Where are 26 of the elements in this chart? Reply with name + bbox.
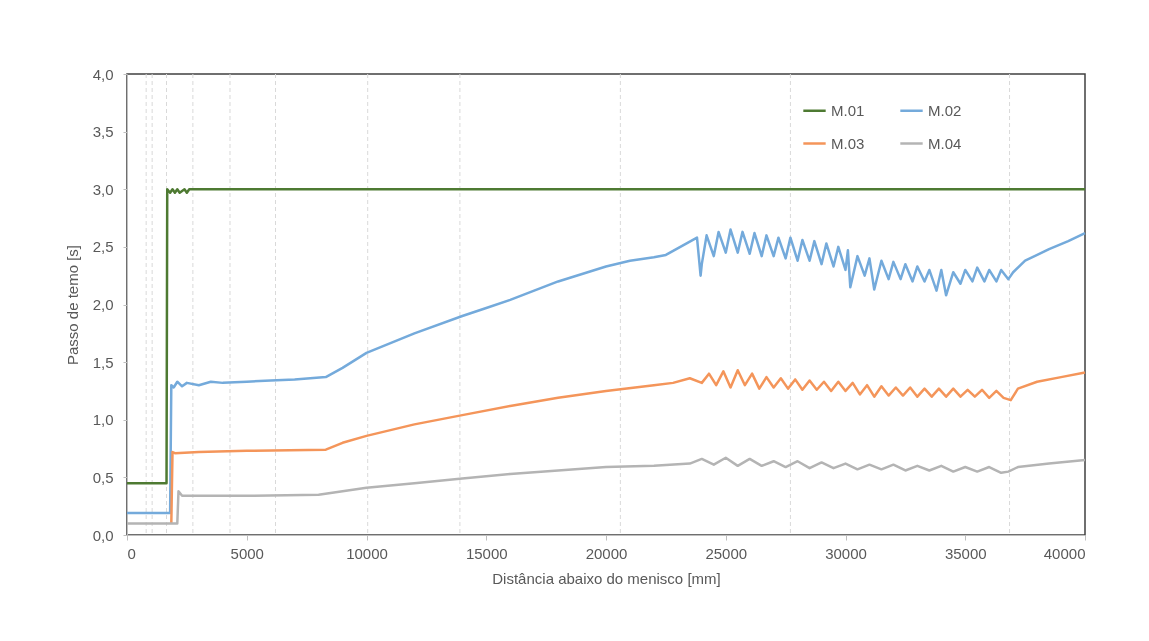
x-tick-label: 20000	[585, 544, 628, 562]
legend-label: M.04	[928, 134, 962, 152]
y-tick-label: 4,0	[92, 65, 114, 83]
x-tick-label: 0	[127, 544, 136, 562]
y-tick-label: 0,0	[92, 526, 114, 544]
legend-label: M.01	[831, 101, 865, 119]
y-tick-label: 1,5	[92, 353, 114, 371]
y-tick-label: 2,0	[92, 296, 114, 313]
x-tick-label: 40000	[1043, 544, 1086, 562]
x-tick-label: 25000	[705, 544, 748, 562]
x-tick-label: 5000	[230, 544, 264, 562]
x-tick-label: 35000	[944, 544, 987, 562]
x-tick-label: 10000	[346, 544, 388, 562]
y-tick-label: 3,0	[92, 180, 114, 198]
y-tick-label: 0,5	[92, 468, 114, 486]
legend-label: M.02	[928, 101, 962, 119]
line-series	[170, 368, 1087, 525]
x-tick-label: 15000	[465, 544, 508, 562]
y-tick-label: 1,0	[92, 411, 114, 429]
y-tick-label: 2,5	[92, 238, 114, 256]
y-tick-label: 3,5	[92, 123, 114, 141]
line-series	[125, 228, 1087, 515]
x-axis-title: Distância abaixo do menisco [mm]	[492, 569, 721, 587]
legend-label: M.03	[831, 134, 865, 152]
x-tick-label: 30000	[825, 544, 867, 562]
y-axis-title: Passo de temo [s]	[63, 244, 81, 366]
